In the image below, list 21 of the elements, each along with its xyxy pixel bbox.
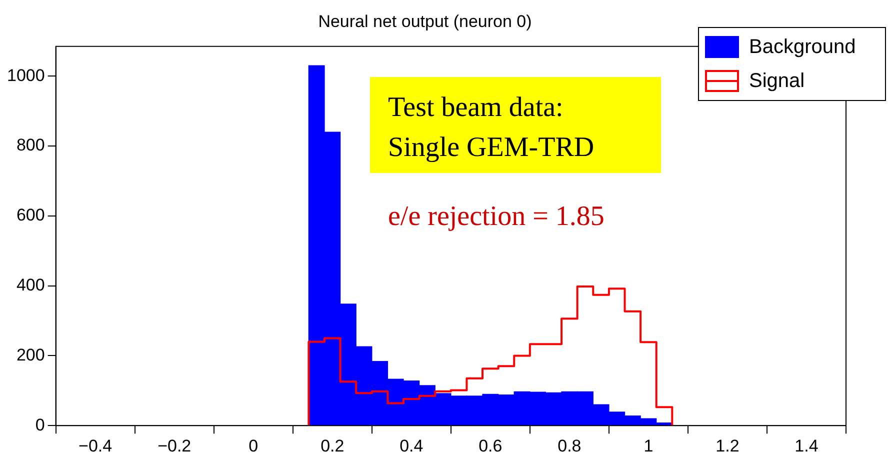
legend-label: Signal bbox=[749, 70, 805, 92]
y-tick-label: 1000 bbox=[6, 66, 45, 85]
y-tick-label: 200 bbox=[16, 345, 45, 364]
x-tick-label: −0.4 bbox=[78, 436, 112, 456]
y-tick-label: 600 bbox=[16, 206, 45, 225]
legend-label: Background bbox=[749, 36, 856, 58]
y-tick-label: 800 bbox=[16, 136, 45, 155]
chart-title: Neural net output (neuron 0) bbox=[318, 12, 532, 31]
annotation: e/e rejection = 1.85 bbox=[388, 201, 604, 232]
x-tick-label: 0.2 bbox=[320, 436, 344, 456]
x-tick-label: 0.4 bbox=[400, 436, 424, 456]
x-tick-label: 1 bbox=[644, 436, 654, 456]
x-tick-label: 0.6 bbox=[478, 436, 502, 456]
x-tick-label: 1.2 bbox=[716, 436, 740, 456]
annotation: Test beam data: Single GEM-TRD bbox=[388, 92, 594, 163]
y-tick-label: 400 bbox=[16, 275, 45, 294]
x-tick-label: 0 bbox=[248, 436, 258, 456]
x-tick-label: −0.2 bbox=[158, 436, 192, 456]
x-tick-label: 0.8 bbox=[558, 436, 582, 456]
x-tick-label: 1.4 bbox=[794, 436, 818, 456]
y-tick-label: 0 bbox=[35, 415, 45, 434]
